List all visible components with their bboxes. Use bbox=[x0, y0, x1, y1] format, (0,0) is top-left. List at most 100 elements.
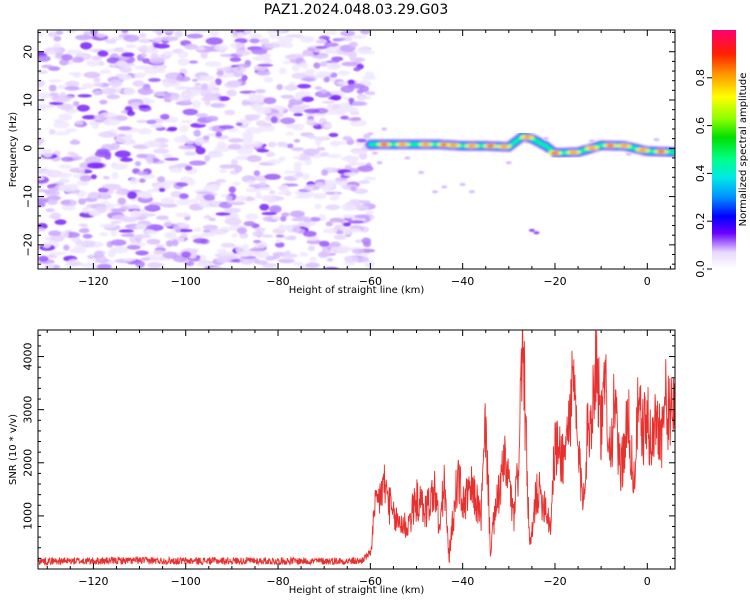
y-tick-label: 2000 bbox=[22, 449, 35, 477]
heatmap-noise-cell bbox=[216, 248, 227, 254]
heatmap-noise-cell bbox=[38, 55, 51, 62]
heatmap-noise-cell bbox=[72, 156, 83, 161]
heatmap-noise-cell bbox=[307, 70, 315, 77]
heatmap-noise-cell bbox=[98, 187, 109, 193]
heatmap-noise-cell bbox=[99, 69, 112, 74]
x-tick-label: −100 bbox=[171, 575, 201, 588]
heatmap-noise-cell bbox=[246, 155, 262, 163]
heatmap-noise-cell bbox=[110, 239, 127, 246]
heatmap-noise-cell bbox=[174, 225, 181, 233]
heatmap-noise-cell bbox=[227, 201, 246, 206]
heatmap-noise-cell bbox=[195, 262, 213, 267]
heatmap-noise-cell bbox=[165, 240, 174, 247]
heatmap-noise-cell bbox=[284, 250, 291, 256]
heatmap-noise-cell bbox=[38, 227, 46, 232]
heatmap-noise-cell bbox=[93, 90, 101, 96]
heatmap-noise-cell bbox=[199, 75, 215, 82]
heatmap-noise-cell bbox=[86, 162, 104, 169]
colorbar-gradient bbox=[712, 30, 736, 269]
heatmap-noise-cell bbox=[236, 227, 248, 234]
heatmap-noise-cell bbox=[245, 187, 262, 193]
heatmap-noise-cell bbox=[323, 266, 340, 269]
x-tick-label: −20 bbox=[543, 575, 566, 588]
colorbar-tick-label: 0.2 bbox=[694, 212, 707, 230]
y-tick-label: 0 bbox=[22, 145, 35, 152]
heatmap-noise-cell bbox=[230, 42, 245, 50]
heatmap-noise-cell bbox=[277, 35, 294, 43]
heatmap-noise-cell bbox=[218, 125, 235, 130]
heatmap-noise-cell bbox=[152, 30, 163, 33]
heatmap-noise-cell bbox=[92, 123, 99, 130]
y-tick-label: −20 bbox=[22, 233, 35, 256]
heatmap-noise-cell bbox=[173, 136, 190, 143]
heatmap-noise-cell bbox=[234, 165, 243, 173]
heatmap-noise-cell bbox=[215, 131, 223, 137]
heatmap-noise-cell bbox=[231, 158, 238, 167]
heatmap-noise-cell bbox=[85, 59, 101, 67]
heatmap-speck bbox=[431, 190, 438, 194]
heatmap-noise-cell bbox=[153, 148, 170, 154]
heatmap-noise-cell bbox=[228, 186, 236, 194]
heatmap-noise-cell bbox=[356, 47, 370, 54]
heatmap-noise-cell bbox=[278, 156, 286, 162]
heatmap-noise-cell bbox=[212, 230, 227, 235]
heatmap-noise-cell bbox=[228, 138, 244, 143]
heatmap-noise-cell bbox=[324, 42, 339, 47]
heatmap-noise-cell bbox=[181, 251, 192, 258]
heatmap-noise-cell bbox=[204, 61, 222, 67]
heatmap-noise-cell bbox=[314, 86, 323, 90]
heatmap-noise-cell bbox=[244, 114, 262, 118]
chart-title: PAZ1.2024.048.03.29.G03 bbox=[264, 2, 449, 18]
heatmap-noise-cell bbox=[258, 186, 272, 191]
heatmap-noise-cell bbox=[175, 76, 191, 82]
heatmap-noise-cell bbox=[286, 225, 293, 232]
heatmap-noise-cell bbox=[119, 157, 133, 162]
heatmap-noise-cell bbox=[115, 60, 128, 68]
heatmap-noise-cell bbox=[209, 266, 228, 269]
heatmap-noise-cell bbox=[363, 176, 377, 181]
heatmap-noise-cell bbox=[264, 43, 281, 49]
heatmap-speck bbox=[468, 190, 475, 194]
heatmap-noise-cell bbox=[207, 84, 214, 91]
heatmap-noise-cell bbox=[343, 172, 358, 177]
heatmap-noise-cell bbox=[54, 219, 67, 225]
heatmap-noise-cell bbox=[140, 192, 153, 199]
heatmap-noise-cell bbox=[82, 206, 90, 214]
heatmap-noise-cell bbox=[98, 131, 117, 138]
heatmap-noise-cell bbox=[215, 212, 231, 216]
heatmap-noise-cell bbox=[107, 250, 116, 258]
heatmap-noise-cell bbox=[305, 119, 316, 126]
heatmap-noise-cell bbox=[54, 96, 71, 103]
heatmap-noise-cell bbox=[146, 189, 160, 193]
spectrogram-heatmap bbox=[38, 30, 675, 269]
heatmap-noise-cell bbox=[325, 221, 334, 227]
signal-hotspot-core bbox=[587, 146, 596, 150]
heatmap-noise-cell bbox=[146, 262, 165, 267]
heatmap-noise-cell bbox=[229, 213, 239, 218]
heatmap-speck bbox=[404, 156, 411, 160]
heatmap-noise-cell bbox=[255, 251, 269, 259]
heatmap-noise-cell bbox=[109, 79, 123, 88]
heatmap-noise-cell bbox=[134, 161, 142, 167]
heatmap-noise-cell bbox=[167, 126, 178, 131]
colorbar-tick-label: 0.6 bbox=[694, 117, 707, 135]
heatmap-noise-cell bbox=[325, 47, 333, 54]
heatmap-noise-cell bbox=[38, 188, 48, 193]
heatmap-noise-cell bbox=[110, 142, 120, 151]
heatmap-noise-cell bbox=[211, 152, 224, 158]
heatmap-noise-cell bbox=[291, 72, 307, 79]
heatmap-noise-cell bbox=[143, 140, 162, 148]
heatmap-noise-cell bbox=[90, 174, 97, 180]
heatmap-noise-cell bbox=[291, 147, 304, 152]
heatmap-noise-cell bbox=[203, 229, 211, 233]
heatmap-noise-cell bbox=[161, 203, 178, 208]
heatmap-noise-cell bbox=[87, 254, 95, 260]
heatmap-speck bbox=[441, 185, 448, 189]
heatmap-noise-cell bbox=[42, 242, 52, 249]
heatmap-noise-cell bbox=[104, 39, 116, 44]
heatmap-noise-cell bbox=[322, 228, 338, 234]
heatmap-noise-cell bbox=[98, 114, 105, 123]
heatmap-noise-cell bbox=[293, 261, 304, 266]
heatmap-noise-cell bbox=[263, 76, 274, 83]
heatmap-noise-cell bbox=[350, 119, 367, 127]
